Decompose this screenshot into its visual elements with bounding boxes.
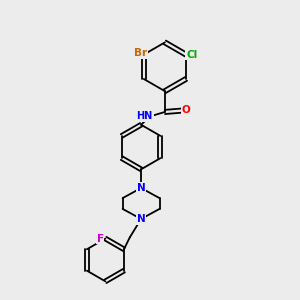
Text: Cl: Cl: [186, 50, 197, 60]
Text: F: F: [97, 234, 104, 244]
Text: N: N: [137, 183, 146, 193]
Text: Br: Br: [134, 48, 147, 58]
Text: N: N: [137, 214, 146, 224]
Text: O: O: [182, 106, 190, 116]
Text: HN: HN: [136, 111, 153, 121]
